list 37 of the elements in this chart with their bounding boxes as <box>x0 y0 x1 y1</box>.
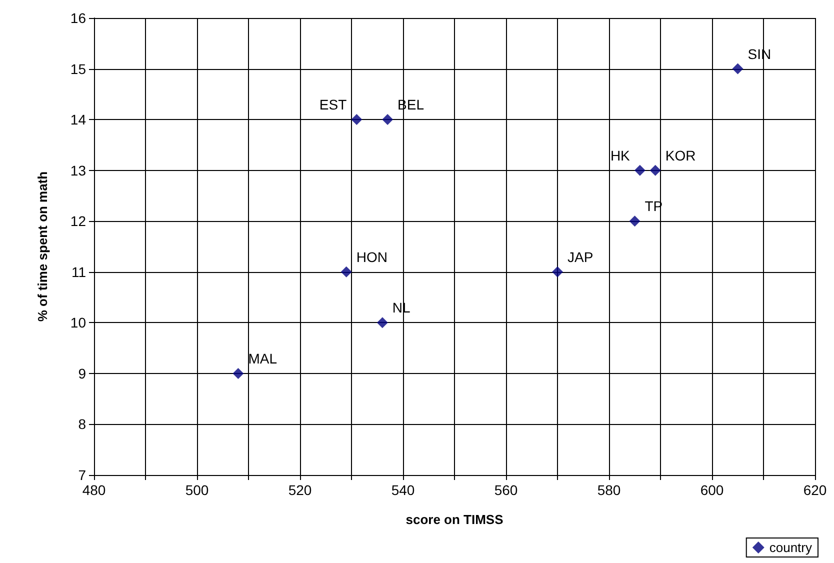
x-tick-label: 480 <box>82 482 106 498</box>
y-tick-label: 14 <box>70 112 86 128</box>
y-axis-title: % of time spent on math <box>35 171 50 322</box>
x-tick-label: 560 <box>494 482 518 498</box>
point <box>232 368 244 379</box>
point <box>629 216 640 227</box>
legend-label: country <box>769 540 812 555</box>
x-tick-label: 600 <box>700 482 724 498</box>
point <box>376 317 388 328</box>
x-axis-title: score on TIMSS <box>406 512 504 527</box>
annotation: HK <box>610 147 631 164</box>
x-tick-label: 500 <box>185 482 209 498</box>
y-tick-label: 11 <box>71 264 86 280</box>
y-tick-label: 8 <box>78 416 86 432</box>
point <box>634 164 646 176</box>
y-tick-label: 9 <box>78 365 86 382</box>
x-tick-label: 540 <box>391 482 415 498</box>
y-tick-label: 10 <box>70 314 86 331</box>
annotation: KOR <box>665 147 696 164</box>
point <box>351 114 362 126</box>
x-tick-label: 520 <box>288 482 312 498</box>
point <box>732 63 744 74</box>
annotation: MAL <box>248 350 278 366</box>
annotation: JAP <box>568 248 594 265</box>
point <box>650 164 661 176</box>
point <box>382 114 394 126</box>
annotation: HON <box>356 248 388 265</box>
x-tick-label: 580 <box>597 482 621 498</box>
y-tick-label: 16 <box>70 10 86 26</box>
point <box>340 266 352 278</box>
y-tick-label: 12 <box>70 213 86 230</box>
y-tick-label: 15 <box>70 60 86 77</box>
annotation: EST <box>319 96 348 113</box>
y-tick-label: 7 <box>78 467 86 483</box>
x-tick-label: 620 <box>803 482 827 498</box>
point <box>552 266 563 278</box>
y-tick-label: 13 <box>70 162 86 178</box>
